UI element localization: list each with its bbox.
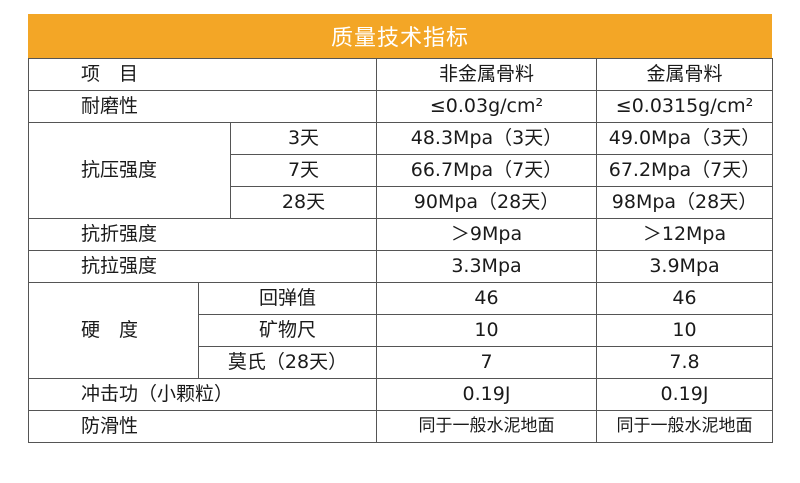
table-row: 抗压强度 3天 48.3Mpa（3天） 49.0Mpa（3天） [28,122,773,219]
row-label: 抗折强度 [28,218,377,251]
cell-metal: 67.2Mpa（7天） [596,154,773,187]
cell-non-metal: 10 [376,314,597,347]
table-row: 莫氏（28天） 7 7.8 [29,346,773,379]
table-row: 硬 度 回弹值 46 46 [28,282,773,379]
cell-metal: 49.0Mpa（3天） [596,122,773,155]
cell-metal: ≤0.0315g/cm² [596,90,773,123]
cell-non-metal: 46 [376,282,597,315]
table-row: 防滑性 同于一般水泥地面 同于一般水泥地面 [28,410,773,443]
header-item: 项 目 [28,58,377,91]
row-label: 冲击功（小颗粒） [28,378,377,411]
header-non-metal: 非金属骨料 [376,58,597,91]
table-title-bar: 质量技术指标 [28,14,772,58]
cell-non-metal: 0.19J [376,378,597,411]
table-row: 冲击功（小颗粒） 0.19J 0.19J [28,378,773,411]
table-row: 28天 90Mpa（28天） 98Mpa（28天） [29,186,773,219]
cell-metal: 同于一般水泥地面 [596,410,773,443]
header-metal: 金属骨料 [596,58,773,91]
cell-metal: 0.19J [596,378,773,411]
cell-metal: 46 [596,282,773,315]
cell-non-metal: 同于一般水泥地面 [376,410,597,443]
table-title: 质量技术指标 [330,26,469,51]
sub-label: 莫氏（28天） [198,346,377,379]
table-row: 7天 66.7Mpa（7天） 67.2Mpa（7天） [29,154,773,187]
sub-label: 回弹值 [198,282,377,315]
cell-non-metal: 66.7Mpa（7天） [376,154,597,187]
table-row: 抗拉强度 3.3Mpa 3.9Mpa [28,250,773,283]
table-row: 耐磨性 ≤0.03g/cm² ≤0.0315g/cm² [28,90,773,123]
cell-metal: 7.8 [596,346,773,379]
table-row: 矿物尺 10 10 [29,314,773,347]
row-label: 抗拉强度 [28,250,377,283]
cell-non-metal: ≤0.03g/cm² [376,90,597,123]
cell-metal: 3.9Mpa [596,250,773,283]
sub-label: 3天 [230,122,377,155]
cell-metal: ＞12Mpa [596,218,773,251]
cell-non-metal: 3.3Mpa [376,250,597,283]
row-label: 抗压强度 [28,122,231,219]
table-header-row: 项 目 非金属骨料 金属骨料 [28,58,773,91]
table-row: 抗折强度 ＞9Mpa ＞12Mpa [28,218,773,251]
sub-label: 矿物尺 [198,314,377,347]
cell-metal: 10 [596,314,773,347]
row-label: 耐磨性 [28,90,377,123]
sub-label: 7天 [230,154,377,187]
sub-label: 28天 [230,186,377,219]
cell-non-metal: 7 [376,346,597,379]
quality-spec-table: 项 目 非金属骨料 金属骨料 耐磨性 ≤0.03g/cm² ≤0.0315g/c… [28,58,773,443]
cell-non-metal: ＞9Mpa [376,218,597,251]
row-label: 防滑性 [28,410,377,443]
cell-metal: 98Mpa（28天） [596,186,773,219]
cell-non-metal: 48.3Mpa（3天） [376,122,597,155]
row-label: 硬 度 [28,282,199,379]
cell-non-metal: 90Mpa（28天） [376,186,597,219]
